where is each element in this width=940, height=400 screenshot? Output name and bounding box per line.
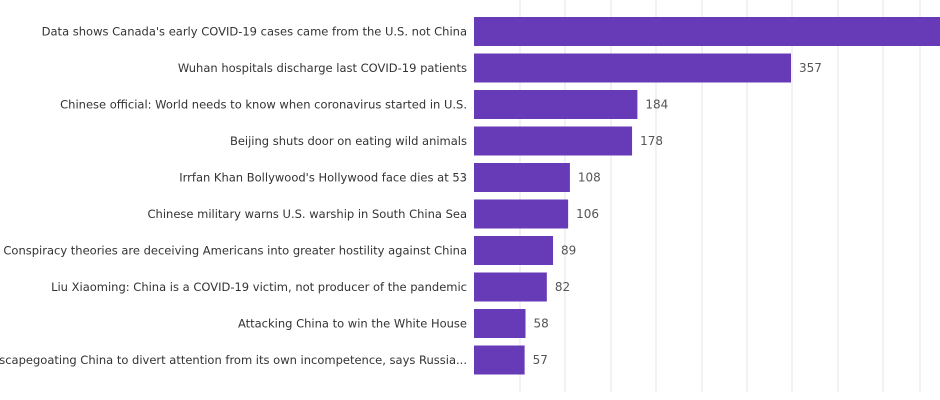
- bar[interactable]: [474, 236, 554, 265]
- category-label: Chinese military warns U.S. warship in S…: [148, 207, 467, 221]
- value-label: 184: [645, 98, 668, 112]
- category-label: Conspiracy theories are deceiving Americ…: [3, 244, 467, 258]
- category-label: Attacking China to win the White House: [238, 317, 467, 331]
- category-label: Data shows Canada's early COVID-19 cases…: [42, 25, 467, 39]
- bar[interactable]: [474, 199, 569, 229]
- value-label: 82: [555, 280, 570, 294]
- bar[interactable]: [474, 53, 792, 83]
- value-label: 108: [578, 171, 601, 185]
- value-label: 89: [561, 244, 576, 258]
- bar[interactable]: [474, 90, 638, 119]
- bar[interactable]: [474, 17, 940, 46]
- bar[interactable]: [474, 309, 526, 338]
- bar[interactable]: [474, 272, 547, 302]
- category-label: Beijing shuts door on eating wild animal…: [230, 134, 467, 148]
- bar[interactable]: [474, 126, 633, 156]
- bar[interactable]: [474, 163, 570, 192]
- value-label: 178: [640, 134, 663, 148]
- value-label: 106: [576, 207, 599, 221]
- category-labels-group: Data shows Canada's early COVID-19 cases…: [0, 25, 467, 368]
- category-label: Irrfan Khan Bollywood's Hollywood face d…: [179, 171, 467, 185]
- category-label: Liu Xiaoming: China is a COVID-19 victim…: [51, 280, 467, 294]
- category-label: West scapegoating China to divert attent…: [0, 353, 467, 367]
- value-label: 58: [534, 317, 549, 331]
- value-labels-group: 357 184 178 108 106 89 82 58 57: [533, 61, 822, 367]
- category-label: Chinese official: World needs to know wh…: [60, 98, 467, 112]
- value-label: 57: [533, 353, 548, 367]
- value-label: 357: [799, 61, 822, 75]
- bar[interactable]: [474, 345, 525, 375]
- bars-group: [474, 17, 940, 375]
- category-label: Wuhan hospitals discharge last COVID-19 …: [178, 61, 467, 75]
